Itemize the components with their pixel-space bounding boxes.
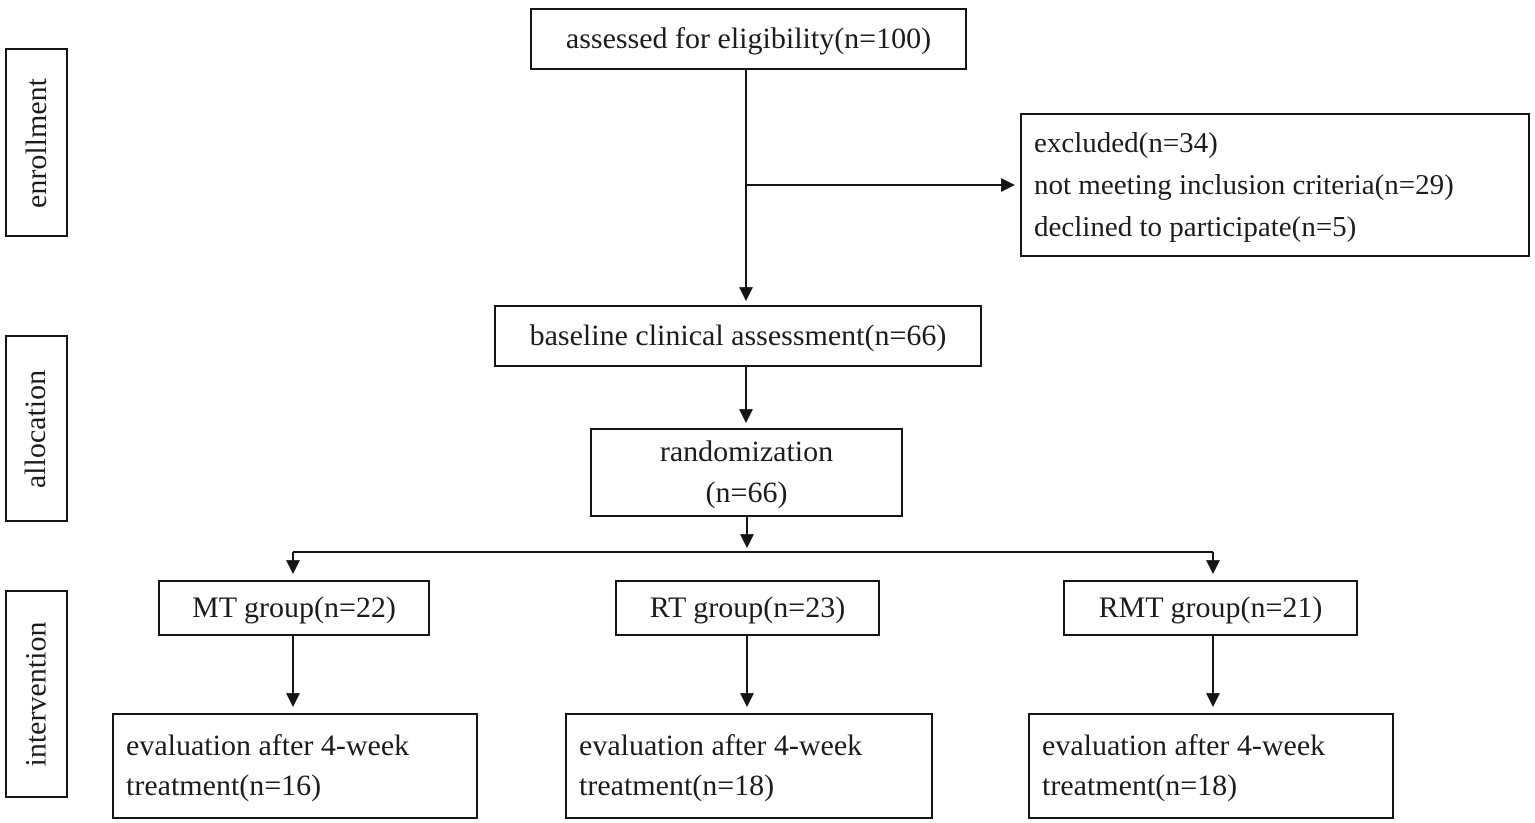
box-baseline-assessment: baseline clinical assessment(n=66) [494,305,982,367]
stage-label-allocation: allocation [5,335,68,522]
box-rmt-group-text: RMT group(n=21) [1098,590,1323,624]
box-evaluation-rt: evaluation after 4-week treatment(n=18) [565,713,933,819]
stage-label-intervention-text: intervention [19,621,53,767]
stage-label-enrollment: enrollment [5,48,68,237]
stage-label-enrollment-text: enrollment [19,77,53,208]
excluded-criteria-text: not meeting inclusion criteria(n=29) [1034,168,1454,201]
box-randomization-line1: randomization [659,435,834,468]
box-rt-group-text: RT group(n=23) [649,590,846,624]
box-evaluation-mt-line1: evaluation after 4-week [126,728,410,762]
box-mt-group-text: MT group(n=22) [192,590,396,624]
box-evaluation-rmt-line2: treatment(n=18) [1042,769,1238,802]
excluded-declined-text: declined to participate(n=5) [1034,211,1357,244]
box-mt-group: MT group(n=22) [158,580,430,636]
box-assessed-eligibility-text: assessed for eligibility(n=100) [565,21,932,55]
box-evaluation-rmt: evaluation after 4-week treatment(n=18) [1028,713,1394,819]
box-rt-group: RT group(n=23) [615,580,880,636]
box-evaluation-mt-line2: treatment(n=16) [126,769,322,802]
box-assessed-eligibility: assessed for eligibility(n=100) [530,8,967,70]
stage-label-allocation-text: allocation [19,369,53,488]
box-evaluation-rt-line2: treatment(n=18) [579,769,775,802]
box-randomization: randomization (n=66) [590,428,903,517]
box-rmt-group: RMT group(n=21) [1063,580,1358,636]
excluded-total-text: excluded(n=34) [1034,126,1218,159]
box-evaluation-rmt-line1: evaluation after 4-week [1042,728,1326,762]
stage-label-intervention: intervention [5,590,68,798]
box-randomization-line2: (n=66) [705,475,788,509]
box-excluded: excluded(n=34) not meeting inclusion cri… [1020,113,1530,257]
box-evaluation-rt-line1: evaluation after 4-week [579,728,863,762]
box-baseline-assessment-text: baseline clinical assessment(n=66) [529,318,947,352]
box-evaluation-mt: evaluation after 4-week treatment(n=16) [112,713,478,819]
